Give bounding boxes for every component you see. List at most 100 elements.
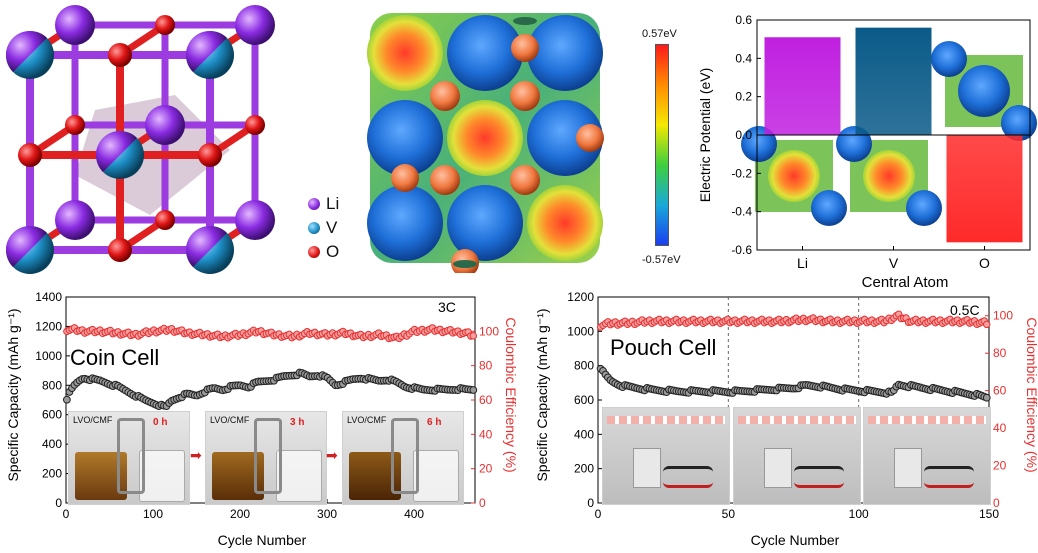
led-strip [868,416,986,424]
bar-ytick-label: 0.0 [735,128,752,142]
photo-time-label: 3 h [290,417,305,428]
beaker-right [139,450,185,502]
high-potential-sphere [447,100,523,176]
o-atom [108,43,132,67]
ytick-label: 400 [574,427,594,441]
bar-ytick-label: -0.2 [731,166,752,180]
wire-shape [924,466,974,488]
o-sphere [511,34,539,62]
y2tick-label: 20 [479,462,493,476]
coin-y2label: Coulombic Efficiency (%) [503,317,519,472]
electric-potential-bar-chart: 0.6 0.4 0.2 0.0 -0.2 -0.4 -0.6 Li V O Electric Po… [697,13,1037,291]
bar-chart-panel: 0.6 0.4 0.2 0.0 -0.2 -0.4 -0.6 Li V O Electric Po… [695,0,1038,291]
o-sphere [430,81,460,111]
low-potential-sphere [367,100,443,176]
xtick-label: 300 [317,507,337,521]
ytick-label: 600 [574,393,594,407]
li-atom [145,105,185,145]
low-potential-sphere [447,15,523,91]
o-atom [155,15,175,35]
ytick-label: 600 [42,408,62,422]
li-atom [235,200,275,240]
inset-center-sphere [958,65,1010,117]
o-sphere [576,124,604,152]
li-atom [95,130,137,172]
xtick-label: 0 [63,507,70,521]
edge-disc [513,17,537,25]
bar-ytick-label: -0.6 [731,243,752,257]
photo-time-label: 0 h [153,417,168,428]
ytick-label: 200 [42,467,62,481]
low-potential-sphere [527,100,603,176]
coin-cell-panel: 0 200 400 600 800 1000 1200 1400 0 20 40 60 80 100 0 10… [0,285,520,548]
y2tick-label: 20 [993,459,1007,473]
efficiency-point [983,320,991,329]
y2tick-label: 0 [993,496,1000,510]
coin-xlabel: Cycle Number [218,532,307,548]
bar-chart-ylabel: Electric Potential (eV) [697,68,713,203]
pouch-ylabel: Specific Capacity (mAh g⁻¹) [534,308,550,481]
o-sphere [510,81,540,111]
y2tick-label: 80 [993,346,1007,360]
clamp-shape [391,418,419,494]
o-sphere [430,165,460,195]
wire-shape [794,466,844,488]
y2tick-label: 60 [993,384,1007,398]
li-atom [55,200,95,240]
photo-sample-label: LVO/CMF [210,415,250,425]
li-atom [55,5,95,45]
bar-xtick-label: Li [797,255,808,271]
o-sphere [510,165,540,195]
low-potential-sphere [367,185,443,261]
ytick-label: 1200 [35,319,62,333]
beaker-right [413,450,459,502]
y2tick-label: 60 [479,393,493,407]
inset-center-sphere [863,150,915,202]
ytick-label: 400 [42,437,62,451]
o-atom [245,115,265,135]
coin-photo-3h: LVO/CMF 3 h [205,411,327,505]
o-sphere [391,164,419,192]
high-potential-sphere [367,15,443,91]
ytick-label: 0 [587,496,594,510]
crystal-structure-illustration [5,5,275,274]
atom-legend: Li V O [308,192,368,264]
pouch-cell-shape [894,448,922,488]
ytick-label: 1200 [567,290,594,304]
inset-corner-sphere [931,41,967,77]
o-atom [155,210,175,230]
beaker-right [276,450,322,502]
bar-v [855,27,932,136]
li-atom [5,30,47,72]
o-atom [18,143,42,167]
led-strip [738,416,856,424]
colorbar-min-label: -0.57eV [642,254,681,266]
capacity-point [469,386,478,394]
li-atom [185,30,227,72]
ytick-label: 800 [574,359,594,373]
ytick-label: 800 [42,378,62,392]
bar-ytick-label: 0.2 [735,90,752,104]
coin-photo-6h: LVO/CMF 6 h [342,411,464,505]
ytick-label: 1400 [35,290,62,304]
xtick-label: 100 [143,507,163,521]
high-potential-sphere [527,185,603,261]
li-atom [5,225,47,267]
inset-corner-sphere [1001,105,1037,141]
pouch-photo-2 [733,407,861,505]
coin-ylabel: Specific Capacity (mAh g⁻¹) [5,308,21,481]
legend-label-v: V [326,218,338,237]
low-potential-sphere [527,15,603,91]
y2tick-label: 0 [479,496,486,510]
inset-center-sphere [768,150,820,202]
bar-xtick-label: O [979,255,990,271]
pouch-photo-3 [863,407,991,505]
colorbar-max-label: 0.57eV [642,28,677,40]
pouch-y2label: Coulombic Efficiency (%) [1024,317,1038,472]
potential-isosurface-image [367,13,604,277]
o-atom [65,115,85,135]
clamp-shape [254,418,282,494]
bar-xtick-label: V [889,255,899,271]
coin-rate: 3C [438,299,456,315]
